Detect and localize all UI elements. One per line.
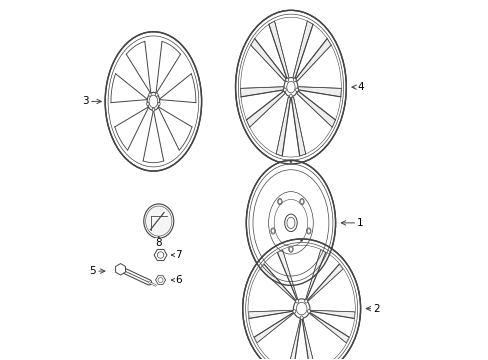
Polygon shape — [305, 250, 325, 301]
Polygon shape — [295, 39, 330, 81]
Ellipse shape — [285, 78, 288, 82]
Ellipse shape — [246, 160, 335, 285]
Ellipse shape — [235, 10, 346, 164]
Polygon shape — [308, 310, 354, 318]
Circle shape — [289, 161, 291, 163]
Polygon shape — [276, 97, 290, 156]
Ellipse shape — [289, 247, 292, 251]
Ellipse shape — [292, 310, 295, 313]
Polygon shape — [260, 264, 296, 302]
Polygon shape — [151, 213, 167, 229]
Polygon shape — [158, 107, 192, 150]
Polygon shape — [159, 74, 195, 103]
Polygon shape — [126, 41, 151, 94]
Ellipse shape — [300, 199, 303, 204]
Ellipse shape — [158, 102, 160, 106]
Polygon shape — [296, 91, 335, 127]
Polygon shape — [287, 318, 301, 360]
Ellipse shape — [295, 300, 298, 303]
Ellipse shape — [146, 102, 149, 106]
Ellipse shape — [289, 94, 292, 98]
Ellipse shape — [242, 239, 360, 360]
Ellipse shape — [304, 300, 307, 303]
Text: 8: 8 — [155, 237, 162, 248]
Ellipse shape — [307, 310, 310, 313]
Circle shape — [158, 278, 163, 283]
Ellipse shape — [152, 108, 154, 112]
Polygon shape — [291, 97, 305, 156]
Ellipse shape — [149, 95, 158, 108]
Ellipse shape — [288, 246, 293, 252]
Ellipse shape — [155, 93, 158, 96]
Ellipse shape — [299, 198, 304, 205]
Ellipse shape — [270, 228, 275, 234]
Ellipse shape — [277, 198, 282, 205]
Ellipse shape — [295, 88, 298, 92]
Polygon shape — [143, 110, 163, 161]
Ellipse shape — [293, 78, 295, 82]
Polygon shape — [156, 41, 180, 94]
Ellipse shape — [284, 77, 297, 97]
Text: 6: 6 — [171, 275, 182, 285]
Text: 5: 5 — [89, 266, 105, 276]
Ellipse shape — [143, 204, 173, 238]
Text: 3: 3 — [82, 96, 101, 107]
Ellipse shape — [306, 229, 310, 233]
Polygon shape — [302, 318, 315, 360]
Ellipse shape — [271, 229, 274, 233]
Polygon shape — [248, 310, 294, 318]
Text: 1: 1 — [341, 218, 363, 228]
Polygon shape — [254, 312, 294, 343]
Ellipse shape — [284, 214, 297, 231]
Polygon shape — [277, 250, 298, 301]
Circle shape — [157, 252, 163, 258]
Text: 2: 2 — [366, 303, 379, 314]
Ellipse shape — [105, 32, 201, 171]
Polygon shape — [111, 74, 147, 103]
Ellipse shape — [306, 228, 310, 234]
Ellipse shape — [147, 93, 160, 111]
Circle shape — [300, 239, 302, 242]
Polygon shape — [246, 91, 284, 127]
Ellipse shape — [296, 302, 306, 315]
Ellipse shape — [283, 88, 285, 92]
Ellipse shape — [300, 316, 303, 319]
Polygon shape — [115, 107, 148, 150]
Polygon shape — [292, 21, 312, 78]
Polygon shape — [250, 39, 285, 81]
Text: 7: 7 — [171, 250, 182, 260]
Polygon shape — [308, 312, 348, 343]
Text: 4: 4 — [351, 82, 363, 92]
Ellipse shape — [148, 93, 151, 96]
Ellipse shape — [278, 199, 281, 204]
Polygon shape — [298, 87, 341, 97]
Ellipse shape — [293, 299, 309, 318]
Polygon shape — [240, 87, 283, 97]
Polygon shape — [268, 21, 288, 78]
Ellipse shape — [286, 81, 294, 93]
Ellipse shape — [286, 217, 294, 229]
Polygon shape — [306, 264, 342, 302]
